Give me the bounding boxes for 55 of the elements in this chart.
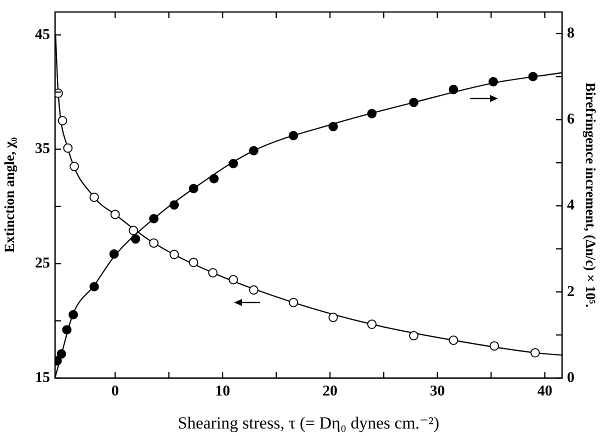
y2-tick-label: 6 [567,112,575,128]
point [249,146,258,156]
y2-axis-title: Birefringence increment, (Δn/c) × 10⁵. [582,82,597,308]
point [130,234,140,244]
point [409,330,418,340]
point [208,268,218,278]
point [228,274,238,284]
point [63,143,73,153]
y-tick-label: 25 [35,256,50,272]
point [170,250,179,260]
point [249,285,258,295]
x-axis-title: Shearing stress, τ (= Dη₀ dynes cm.⁻²) [178,413,440,432]
x-tick-label: 20 [322,383,338,400]
point [109,249,119,259]
point [448,84,458,94]
y-tick-label: 35 [35,141,50,158]
point [228,158,238,168]
point [62,325,72,334]
point [409,98,418,108]
point [288,130,298,140]
y2-tick-label: 0 [567,370,574,386]
point [188,258,198,268]
y2-tick-label: 8 [567,25,574,42]
x-tick-label: 0 [111,383,119,400]
point [170,200,179,210]
point [128,226,138,236]
y-tick-label: 45 [35,26,50,43]
point [110,210,120,220]
point [488,77,498,86]
y-tick-label: 15 [35,370,50,386]
point [70,162,80,172]
point [367,320,377,329]
point [448,336,458,345]
y2-tick-label: 2 [567,284,574,300]
point [328,122,338,132]
x-tick-label: 40 [537,383,552,400]
point [209,174,219,184]
x-tick-label: 10 [215,383,230,400]
point [149,238,159,248]
point [367,108,377,118]
y2-tick-label: 4 [567,198,575,214]
point [328,312,338,322]
point [490,341,500,351]
point [188,184,198,194]
point [90,192,99,202]
point [528,72,538,82]
y-axis-title: Extinction angle, χ₀ [3,137,18,253]
point [58,116,68,126]
point [68,310,78,320]
point [90,282,99,292]
point [288,298,298,308]
point [149,214,159,224]
x-tick-label: 30 [430,383,445,400]
point [530,348,540,358]
point [56,349,66,359]
